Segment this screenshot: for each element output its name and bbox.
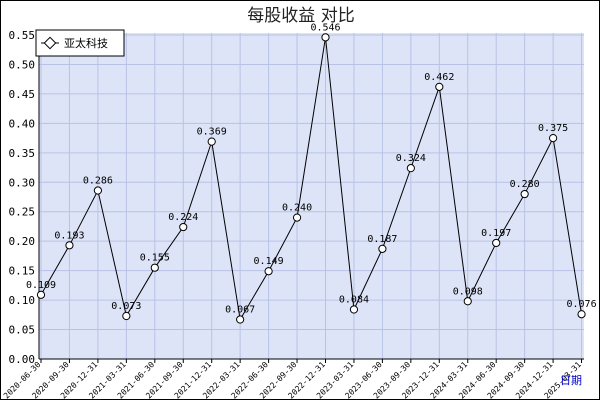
y-tick-label: 0.15 <box>9 265 36 278</box>
data-label: 0.109 <box>26 280 56 291</box>
data-point-marker <box>93 186 103 195</box>
grid-lines <box>39 33 584 360</box>
data-label: 0.240 <box>282 203 312 214</box>
data-point-marker <box>321 33 330 42</box>
data-label: 0.375 <box>538 123 568 134</box>
data-point-marker <box>378 244 387 253</box>
data-label: 0.076 <box>566 299 596 310</box>
data-label: 0.462 <box>424 72 454 83</box>
data-point-marker <box>520 189 529 199</box>
data-point-marker <box>435 82 444 91</box>
data-label: 0.369 <box>197 127 227 138</box>
y-tick-label: 0.55 <box>9 29 36 42</box>
data-labels: 0.109 0.193 0.286 0.073 0.155 0.224 0.369 0.067… <box>26 22 597 315</box>
data-label: 0.197 <box>481 228 511 239</box>
data-point-marker <box>577 310 586 319</box>
data-label: 0.084 <box>339 295 369 306</box>
y-tick-label: 0.20 <box>9 235 36 248</box>
data-point-marker <box>349 305 359 314</box>
y-tick-label: 0.30 <box>9 176 36 189</box>
y-tick-label: 0.05 <box>9 324 36 337</box>
legend-marker-diamond-icon <box>43 36 57 50</box>
data-label: 0.286 <box>83 176 113 187</box>
data-point-marker <box>150 263 159 272</box>
data-point-marker <box>122 311 131 321</box>
data-label: 0.224 <box>168 212 198 223</box>
chart-title: 每股收益 对比 <box>247 6 354 26</box>
data-point-marker <box>492 238 501 248</box>
data-point-marker <box>549 133 558 143</box>
series-polyline <box>40 37 583 321</box>
data-label: 0.193 <box>54 230 84 241</box>
data-points <box>36 33 586 324</box>
data-point-marker <box>406 164 415 173</box>
legend: 亚太科技 <box>35 29 125 57</box>
y-tick-label: 0.40 <box>9 117 36 130</box>
data-label: 0.098 <box>453 286 483 297</box>
data-point-marker <box>264 267 273 276</box>
y-tick-label: 0.50 <box>9 58 36 71</box>
data-label: 0.280 <box>510 179 540 190</box>
plot-area <box>39 33 584 359</box>
data-label: 0.067 <box>225 305 255 316</box>
data-point-marker <box>207 137 216 146</box>
data-point-marker <box>292 213 302 222</box>
axes <box>38 33 584 363</box>
legend-series-name: 亚太科技 <box>64 36 108 50</box>
data-point-marker <box>463 297 472 306</box>
data-point-marker <box>179 222 188 232</box>
data-point-marker <box>65 241 74 250</box>
data-label: 0.324 <box>396 153 426 164</box>
data-point-marker <box>236 315 245 324</box>
x-axis-label: 日期 <box>560 374 582 387</box>
x-tick-labels: 2020-06-302020-09-302020-12-312021-03-31… <box>2 360 583 401</box>
data-label: 0.187 <box>367 234 397 245</box>
data-label: 0.546 <box>310 22 340 33</box>
data-point-marker <box>36 290 46 299</box>
series-line <box>40 37 583 321</box>
data-label: 0.149 <box>254 256 284 267</box>
y-tick-label: 0.45 <box>9 88 36 101</box>
data-label: 0.155 <box>140 253 170 264</box>
y-tick-label: 0.35 <box>9 147 36 160</box>
y-tick-labels: 0.00 0.05 0.10 0.15 0.20 0.25 0.30 0.35 0.40 0.45… <box>9 29 36 366</box>
y-tick-label: 0.25 <box>9 206 36 219</box>
data-label: 0.073 <box>111 301 141 312</box>
y-tick-label: 0.10 <box>9 294 36 307</box>
y-tick-label: 0.00 <box>9 353 36 366</box>
